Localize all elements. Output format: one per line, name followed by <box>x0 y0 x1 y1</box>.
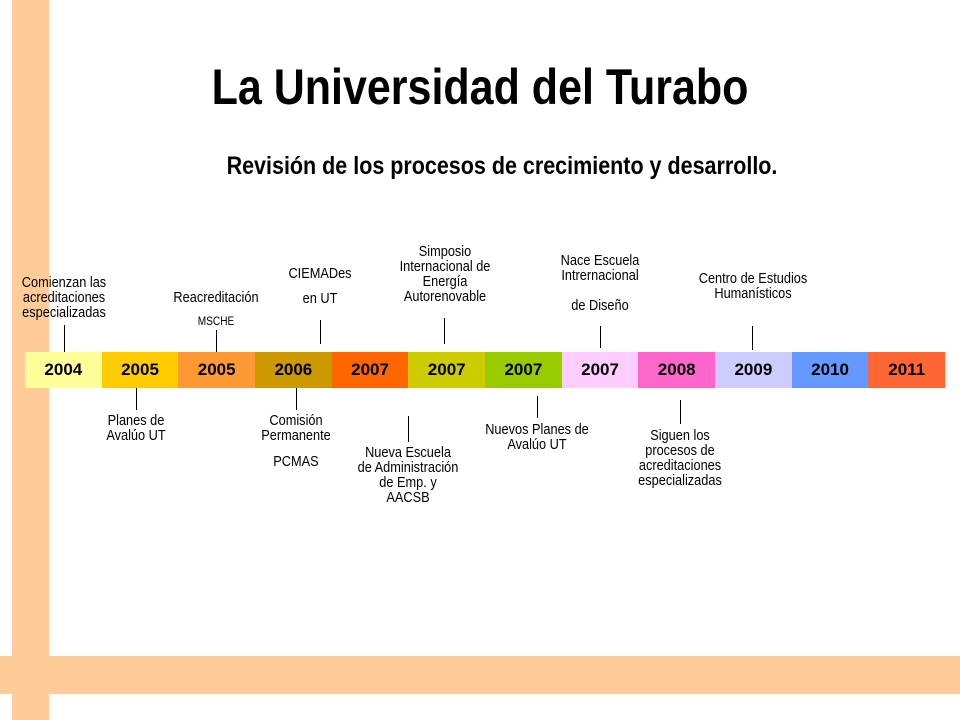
event-connector <box>680 400 681 424</box>
event-siguen-acreditaciones: Siguen los procesos de acreditaciones es… <box>624 429 737 489</box>
event-text: Siguen los procesos de acreditaciones es… <box>638 428 722 489</box>
event-comision-permanente: Comisión Permanente PCMAS <box>243 414 349 470</box>
event-text: Comisión Permanente <box>261 413 331 444</box>
page-subtitle: Revisión de los procesos de crecimiento … <box>226 152 778 180</box>
event-planes-avaluo: Planes de Avalúo UT <box>92 414 180 444</box>
timeline-year-2006: 2006 <box>255 352 332 388</box>
timeline-year-2004: 2004 <box>25 352 102 388</box>
timeline-bar: 2004 2005 2005 2006 2007 2007 2007 2007 … <box>25 352 946 388</box>
event-text: Reacreditación <box>173 290 259 306</box>
event-connector <box>600 326 601 348</box>
event-connector <box>752 326 753 350</box>
event-comienzan-acreditaciones: Comienzan las acreditaciones especializa… <box>9 276 118 321</box>
event-connector <box>320 320 321 344</box>
event-nueva-escuela-administracion: Nueva Escuela de Administración de Emp. … <box>357 446 459 506</box>
event-simposio: Simposio Internacional de Energía Autore… <box>390 245 501 305</box>
timeline-year-2007-c: 2007 <box>485 352 562 388</box>
timeline-year-2005-b: 2005 <box>178 352 256 388</box>
event-connector <box>296 388 297 410</box>
timeline-year-2005-a: 2005 <box>101 352 179 388</box>
event-text: Comienzan las acreditaciones especializa… <box>21 275 107 321</box>
event-subtext: PCMAS <box>273 454 319 470</box>
timeline-year-2008: 2008 <box>638 352 716 388</box>
event-text: Simposio Internacional de Energía Autore… <box>399 244 491 305</box>
event-reacreditacion: Reacreditación MSCHE <box>163 291 269 330</box>
event-connector <box>444 318 445 344</box>
timeline-year-2010: 2010 <box>791 352 869 388</box>
event-connector <box>537 396 538 418</box>
event-subtext: en UT <box>302 291 338 307</box>
event-connector <box>216 330 217 352</box>
event-text: Nace Escuela Intrernacional <box>560 253 640 284</box>
event-text: Planes de Avalúo UT <box>106 413 166 444</box>
event-connector <box>136 388 137 410</box>
timeline-year-2007-a: 2007 <box>331 352 409 388</box>
event-text: Nueva Escuela de Administración de Emp. … <box>357 445 459 506</box>
timeline-year-2009: 2009 <box>715 352 792 388</box>
event-nace-escuela-diseno: Nace Escuela Intrernacional de Diseño <box>545 254 654 314</box>
event-nuevos-planes: Nuevos Planes de Avalúo UT <box>480 423 594 453</box>
timeline-year-2011: 2011 <box>868 352 946 388</box>
event-connector <box>408 416 409 442</box>
event-connector <box>64 325 65 352</box>
event-text: CIEMADes <box>288 266 352 282</box>
decorative-horizontal-bar <box>0 656 960 694</box>
event-subtext: MSCHE <box>197 316 235 328</box>
timeline-year-2007-d: 2007 <box>561 352 639 388</box>
event-ciemades: CIEMADes en UT <box>276 267 364 307</box>
page-title: La Universidad del Turabo <box>211 59 749 115</box>
event-subtext: de Diseño <box>571 298 629 314</box>
event-centro-estudios: Centro de Estudios Humanísticos <box>698 272 809 302</box>
event-text: Centro de Estudios Humanísticos <box>698 271 808 302</box>
event-text: Nuevos Planes de Avalúo UT <box>485 422 589 453</box>
timeline-year-2007-b: 2007 <box>408 352 486 388</box>
